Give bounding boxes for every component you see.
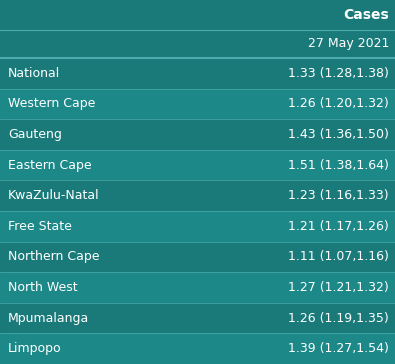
Text: 1.23 (1.16,1.33): 1.23 (1.16,1.33): [288, 189, 389, 202]
Text: KwaZulu-Natal: KwaZulu-Natal: [8, 189, 100, 202]
Text: 1.26 (1.19,1.35): 1.26 (1.19,1.35): [288, 312, 389, 325]
Bar: [0, 272, 395, 303]
Text: Limpopo: Limpopo: [8, 342, 62, 355]
Bar: [0, 333, 395, 364]
Text: 1.39 (1.27,1.54): 1.39 (1.27,1.54): [288, 342, 389, 355]
Text: Cases: Cases: [343, 8, 389, 22]
Text: 1.11 (1.07,1.16): 1.11 (1.07,1.16): [288, 250, 389, 264]
Text: 1.27 (1.21,1.32): 1.27 (1.21,1.32): [288, 281, 389, 294]
Text: 1.51 (1.38,1.64): 1.51 (1.38,1.64): [288, 159, 389, 171]
Text: 27 May 2021: 27 May 2021: [308, 37, 389, 51]
Text: Free State: Free State: [8, 220, 72, 233]
Bar: [0, 150, 395, 181]
Text: Eastern Cape: Eastern Cape: [8, 159, 92, 171]
Text: Western Cape: Western Cape: [8, 98, 95, 110]
Bar: [0, 88, 395, 119]
Text: Mpumalanga: Mpumalanga: [8, 312, 89, 325]
Text: 1.26 (1.20,1.32): 1.26 (1.20,1.32): [288, 98, 389, 110]
Text: National: National: [8, 67, 60, 80]
Text: Northern Cape: Northern Cape: [8, 250, 100, 264]
Text: 1.43 (1.36,1.50): 1.43 (1.36,1.50): [288, 128, 389, 141]
Text: Gauteng: Gauteng: [8, 128, 62, 141]
Text: North West: North West: [8, 281, 78, 294]
Bar: [0, 211, 395, 242]
Text: 1.21 (1.17,1.26): 1.21 (1.17,1.26): [288, 220, 389, 233]
Text: 1.33 (1.28,1.38): 1.33 (1.28,1.38): [288, 67, 389, 80]
